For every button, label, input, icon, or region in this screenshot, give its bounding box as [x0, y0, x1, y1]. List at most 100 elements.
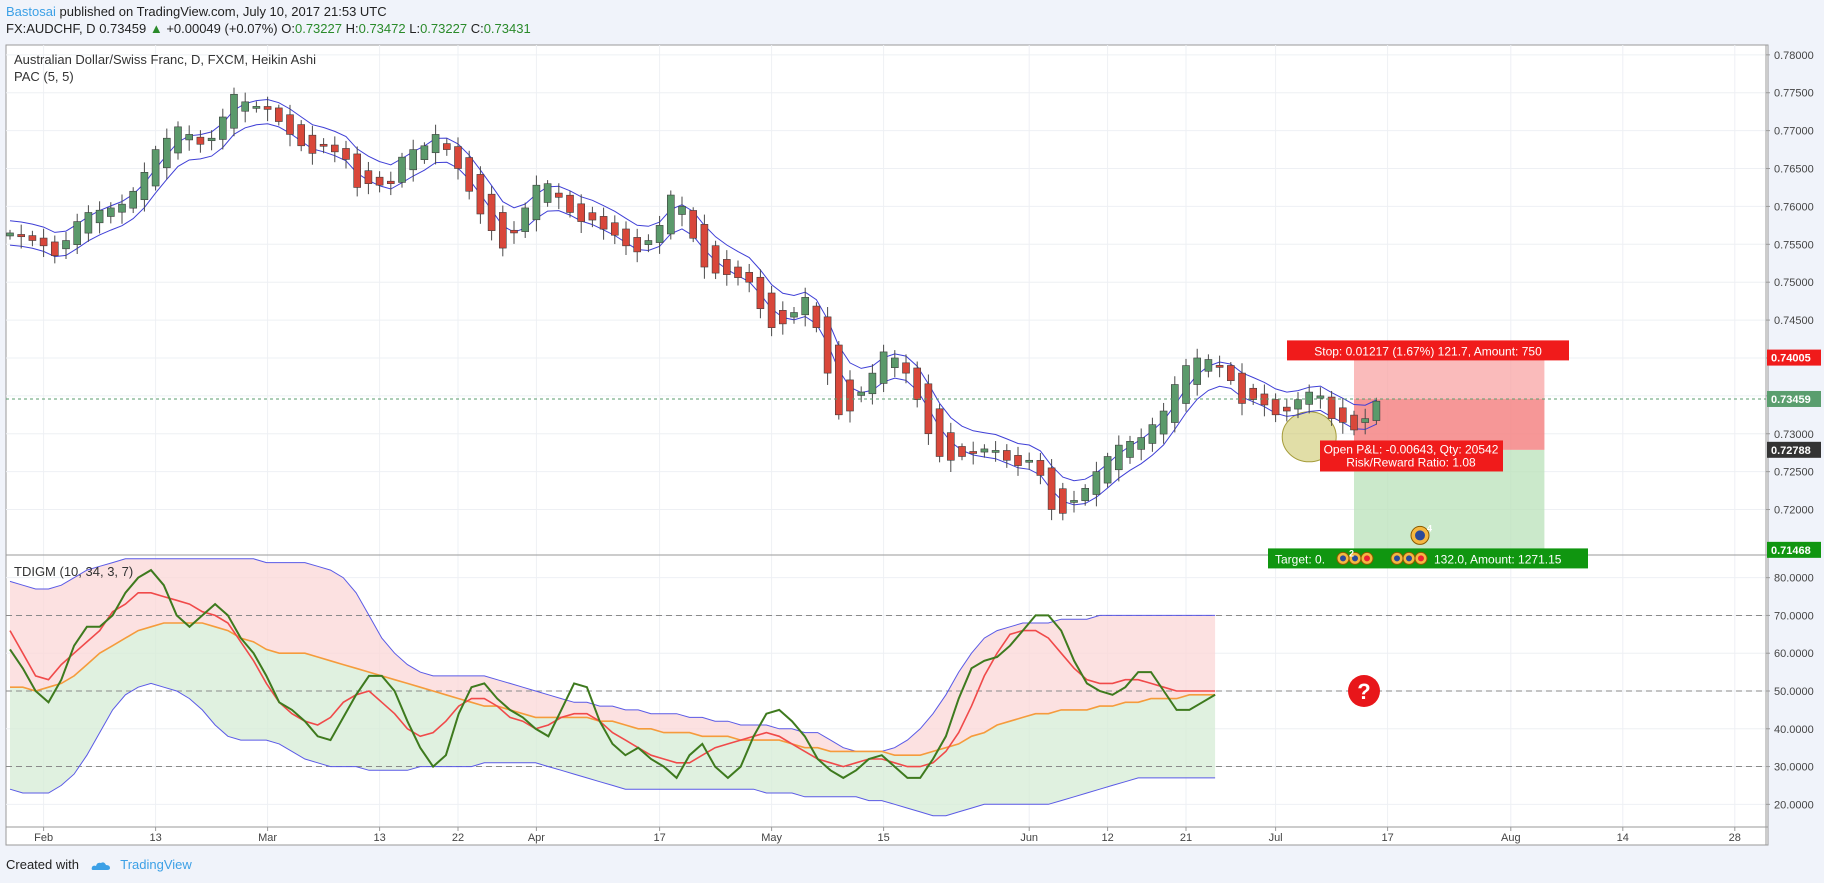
- event-flag-dot: [1352, 555, 1358, 562]
- price-badge: [1767, 390, 1821, 407]
- time-tick-label: 28: [1729, 832, 1741, 844]
- price-tick-label: 0.76000: [1774, 201, 1814, 213]
- candle-body: [678, 206, 686, 215]
- candle-body: [1238, 372, 1246, 404]
- event-flag-dot: [1418, 555, 1424, 562]
- candle-body: [1002, 450, 1011, 461]
- candle-body: [1305, 391, 1313, 405]
- tdi-tick-label: 20.0000: [1774, 799, 1814, 811]
- price-tick-label: 0.72500: [1774, 467, 1814, 479]
- candle-body: [924, 383, 933, 435]
- candle-body: [163, 137, 171, 169]
- low-label: L:: [409, 21, 421, 36]
- price-badge-label: 0.74005: [1771, 353, 1811, 365]
- candle-body: [1014, 455, 1022, 466]
- axes: 0.78000 0.77500 0.77000 0.76500 0.76000 0.755…: [6, 50, 1821, 844]
- candle-body: [1215, 365, 1224, 368]
- candle-body: [980, 448, 989, 453]
- time-tick-label: 13: [149, 832, 161, 844]
- candle-body: [1103, 456, 1112, 484]
- tdi-tick-label: 40.0000: [1774, 724, 1814, 736]
- candle-body: [588, 212, 597, 221]
- tdi-tick-label: 30.0000: [1774, 762, 1814, 774]
- candle-body: [375, 176, 384, 186]
- candle-body: [274, 107, 283, 122]
- candle-body: [476, 174, 485, 215]
- candle-body: [1249, 387, 1257, 400]
- symbol-line: FX:AUDCHF, D 0.73459 ▲ +0.00049 (+0.07%)…: [6, 21, 531, 37]
- price-tick-label: 0.74500: [1774, 315, 1814, 327]
- candle-body: [1316, 395, 1325, 399]
- time-tick-label: May: [761, 832, 782, 844]
- candle-body: [958, 446, 966, 457]
- candle-body: [73, 221, 81, 245]
- change-arrow-icon: ▲: [149, 21, 163, 36]
- time-tick-label: Aug: [1501, 832, 1521, 844]
- time-tick-label: 21: [1180, 832, 1192, 844]
- grid: [6, 45, 1768, 845]
- low-value: 0.73227: [420, 21, 468, 36]
- tradingview-link[interactable]: TradingView: [120, 857, 192, 872]
- candle-body: [230, 93, 238, 129]
- price-tick-label: 0.73000: [1774, 429, 1814, 441]
- candle-body: [409, 149, 418, 171]
- tdi-lower-fill: [10, 623, 1216, 816]
- price-badge-label: 0.73459: [1771, 394, 1811, 406]
- candle-body: [297, 124, 306, 147]
- open-label: O:: [281, 21, 295, 36]
- candle-body: [50, 241, 59, 256]
- candle-body: [532, 184, 541, 221]
- stop-label: Stop: 0.01217 (1.67%) 121.7, Amount: 750: [1314, 344, 1542, 358]
- candle-body: [319, 143, 328, 147]
- candle-body: [1059, 488, 1067, 514]
- tdi-lower-band-line: [9, 682, 1216, 817]
- candle-body: [510, 229, 518, 234]
- candle-body: [219, 116, 227, 140]
- candle-body: [1092, 471, 1101, 495]
- chart-canvas[interactable]: ? 0.780000.775000.770000.765000.760000.7…: [0, 0, 1824, 850]
- candle-body: [622, 228, 630, 247]
- question-icon: [1348, 675, 1380, 707]
- price-tick-label: 0.77000: [1774, 126, 1814, 138]
- candle-body: [722, 259, 731, 275]
- event-count: 2: [1349, 548, 1354, 558]
- candle-body: [286, 114, 294, 135]
- close-label: C:: [470, 21, 484, 36]
- price-tick-label: 0.72000: [1774, 505, 1814, 517]
- candle-body: [1339, 407, 1347, 423]
- candle-body: [1271, 399, 1280, 416]
- candle-body: [107, 207, 115, 217]
- candle-body: [1070, 500, 1078, 503]
- event-flag-dot: [1394, 555, 1400, 562]
- candle-body: [1126, 441, 1134, 458]
- price-badge-label: 0.72788: [1771, 445, 1811, 457]
- candle-body: [689, 210, 698, 239]
- time-tick-label: 14: [1617, 832, 1629, 844]
- question-icon-mark: ?: [1357, 679, 1370, 704]
- price-badge: [1767, 441, 1821, 458]
- candle-body: [834, 344, 843, 416]
- target-label-left: Target: 0.: [1275, 552, 1325, 566]
- author-link[interactable]: Bastosai: [6, 4, 56, 19]
- candle-body: [386, 180, 395, 184]
- candle-body: [151, 149, 160, 187]
- candle-body: [991, 450, 1000, 453]
- candle-body: [207, 137, 216, 142]
- candle-body: [711, 245, 720, 274]
- event-count: 4: [1427, 523, 1432, 533]
- tdi-red-line: [9, 592, 1216, 768]
- candle-body: [801, 297, 810, 316]
- candle-body: [129, 190, 137, 209]
- time-tick-label: 17: [653, 832, 665, 844]
- tdigm-indicator-label: TDIGM (10, 34, 3, 7): [14, 564, 133, 579]
- candle-body: [1182, 365, 1190, 404]
- time-tick-label: 22: [452, 832, 464, 844]
- tdi-tick-label: 80.0000: [1774, 573, 1814, 585]
- candle-body: [666, 194, 675, 235]
- time-tick-label: 12: [1101, 832, 1113, 844]
- pnl-label: Open P&L: -0.00643, Qty: 20542: [1324, 442, 1499, 456]
- candle-body: [734, 266, 742, 278]
- close-value: 0.73431: [483, 21, 531, 36]
- price-tick-label: 0.75500: [1774, 239, 1814, 251]
- tdi-orange-line: [10, 622, 1216, 756]
